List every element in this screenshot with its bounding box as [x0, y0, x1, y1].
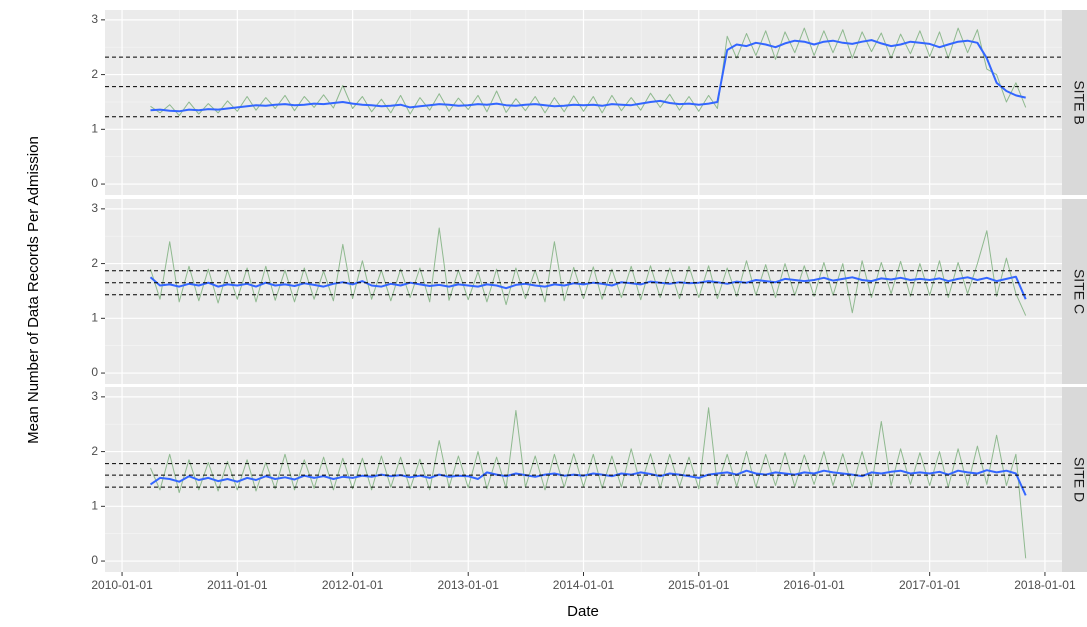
- y-tick-label: 0: [91, 176, 98, 190]
- x-tick-label: 2012-01-01: [322, 578, 384, 592]
- y-tick-label: 1: [91, 310, 98, 324]
- x-tick-label: 2010-01-01: [91, 578, 153, 592]
- x-tick-label: 2014-01-01: [553, 578, 615, 592]
- y-tick-label: 2: [91, 256, 98, 270]
- y-tick-label: 3: [91, 12, 98, 26]
- data-line: [150, 407, 1027, 559]
- y-axis-label: Mean Number of Data Records Per Admissio…: [25, 136, 42, 444]
- x-tick-label: 2011-01-01: [207, 578, 268, 592]
- facet-label: SITE C: [1071, 269, 1087, 314]
- x-tick-label: 2013-01-01: [438, 578, 500, 592]
- facet-strip: [1062, 10, 1087, 195]
- y-tick-label: 0: [91, 365, 98, 379]
- facet-label: SITE D: [1071, 457, 1087, 502]
- y-tick-label: 1: [91, 121, 98, 135]
- y-tick-label: 3: [91, 201, 98, 215]
- data-line: [150, 39, 1026, 113]
- x-tick-label: 2015-01-01: [668, 578, 730, 592]
- x-tick-label: 2017-01-01: [899, 578, 961, 592]
- x-tick-label: 2016-01-01: [783, 578, 845, 592]
- facet-strip: [1062, 199, 1087, 384]
- y-tick-label: 2: [91, 444, 98, 458]
- y-tick-label: 0: [91, 553, 98, 567]
- data-line: [150, 27, 1027, 117]
- data-line: [149, 469, 1027, 496]
- x-axis-label: Date: [567, 603, 599, 620]
- data-line: [149, 275, 1027, 300]
- y-tick-label: 3: [91, 389, 98, 403]
- facet-label: SITE B: [1071, 80, 1087, 124]
- y-tick-label: 2: [91, 67, 98, 81]
- x-tick-label: 2018-01-01: [1014, 578, 1076, 592]
- facet-strip: [1062, 387, 1087, 572]
- y-tick-label: 1: [91, 498, 98, 512]
